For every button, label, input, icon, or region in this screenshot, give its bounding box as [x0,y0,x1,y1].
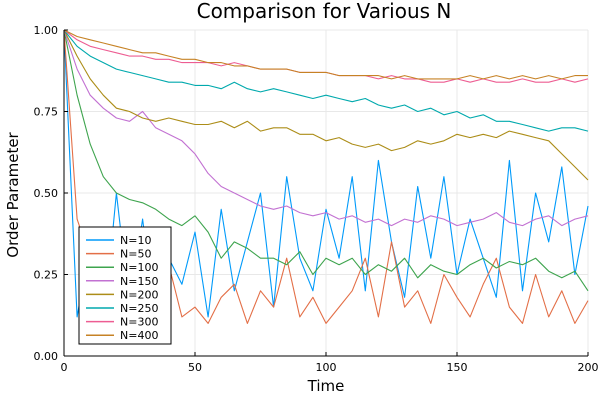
legend-label: N=10 [120,234,151,247]
series-line-n250 [63,29,589,132]
y-tick-label: 0.25 [34,269,59,282]
legend-label: N=100 [120,261,158,274]
axes: 0 50 100 150 200 0.00 0.25 0.50 0.75 1.00 [34,24,599,374]
legend-label: N=150 [120,275,158,288]
chart-title: Comparison for Various N [197,0,452,23]
legend-label: N=50 [120,248,151,261]
x-axis-title: Time [307,377,345,395]
legend-label: N=250 [120,302,158,315]
legend-label: N=300 [120,316,158,329]
legend-label: N=200 [120,288,158,301]
series-line-n200 [63,29,589,181]
series-line-n150 [63,29,589,227]
y-tick-label: 0.75 [34,106,59,119]
series-line-n100 [63,29,589,292]
y-tick-label: 1.00 [34,24,59,37]
legend-box [78,226,172,345]
y-axis-title: Order Parameter [4,131,22,257]
legend-label: N=400 [120,329,158,342]
y-tick-label: 0.50 [34,187,59,200]
y-tick-label: 0.00 [34,350,59,363]
x-tick-label: 0 [61,361,68,374]
x-tick-label: 200 [578,361,599,374]
x-tick-label: 150 [447,361,468,374]
x-tick-label: 50 [188,361,202,374]
series-line-n400 [63,29,588,80]
x-tick-label: 100 [316,361,337,374]
